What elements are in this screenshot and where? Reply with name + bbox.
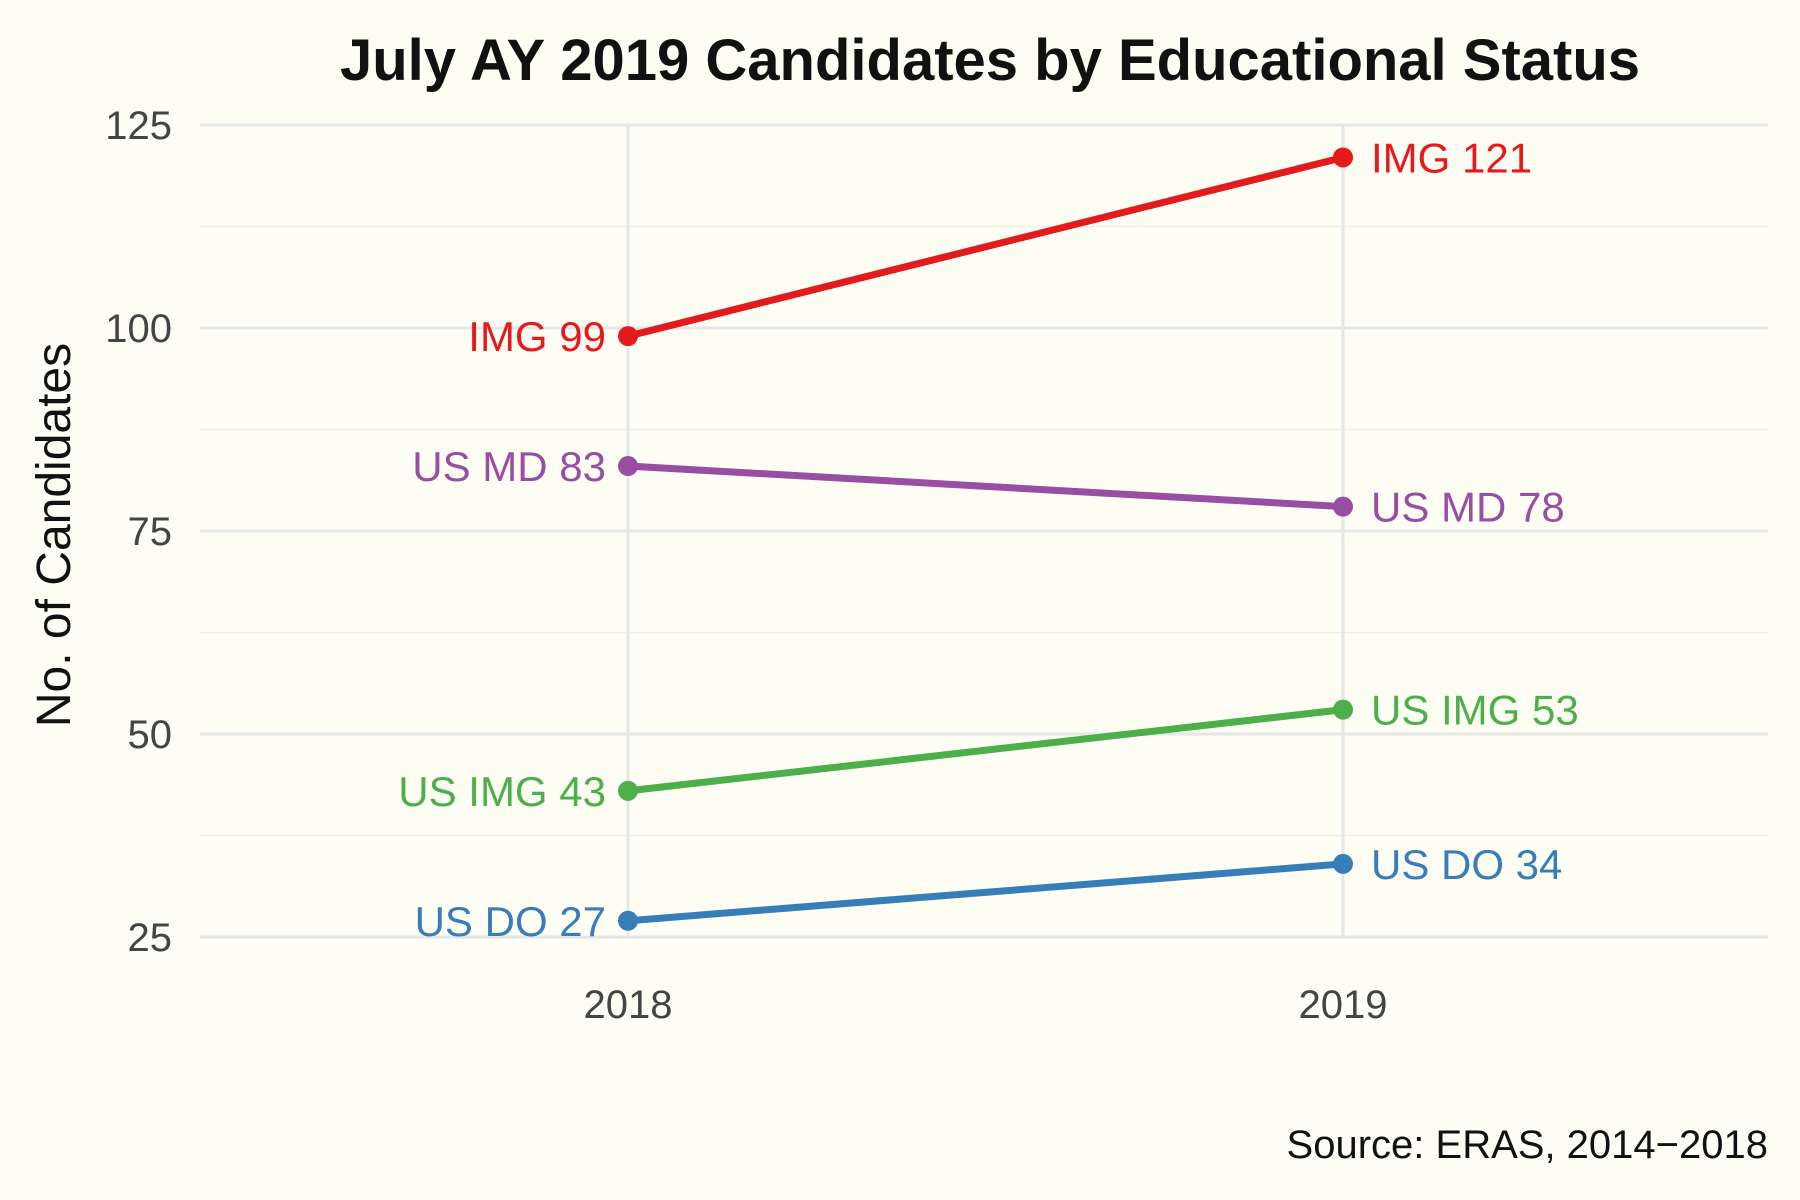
x-axis-ticks: 2018 2019 — [584, 983, 1388, 1027]
data-label: IMG 121 — [1371, 134, 1532, 181]
series-us-img: US IMG 43 US IMG 53 — [398, 687, 1578, 815]
y-axis-title: No. of Candidates — [28, 343, 81, 727]
x-tick-label: 2018 — [584, 983, 673, 1027]
data-point — [618, 910, 638, 931]
data-point — [1333, 147, 1353, 168]
data-point — [1333, 853, 1353, 874]
chart-title: July AY 2019 Candidates by Educational S… — [340, 28, 1640, 93]
data-label: US IMG 43 — [398, 768, 606, 815]
data-label: US IMG 53 — [1371, 687, 1579, 734]
chart-caption: Source: ERAS, 2014−2018 — [1287, 1123, 1768, 1167]
data-point — [1333, 496, 1353, 517]
data-label: IMG 99 — [468, 313, 606, 360]
data-label: US DO 27 — [415, 898, 606, 945]
data-label: US MD 83 — [412, 443, 606, 490]
y-tick-label: 100 — [105, 307, 172, 351]
series-us-do: US DO 27 US DO 34 — [415, 841, 1563, 945]
series-line — [624, 860, 1347, 925]
data-point — [618, 780, 638, 801]
data-point — [618, 456, 638, 477]
data-point — [618, 326, 638, 347]
series-line — [624, 153, 1347, 340]
y-tick-label: 125 — [105, 104, 172, 148]
y-tick-label: 25 — [128, 916, 173, 960]
y-tick-label: 75 — [128, 510, 173, 554]
data-label: US MD 78 — [1371, 484, 1565, 531]
y-tick-label: 50 — [128, 713, 173, 757]
series-line — [624, 706, 1347, 795]
series-img: IMG 99 IMG 121 — [468, 134, 1532, 360]
series-us-md: US MD 83 US MD 78 — [412, 443, 1564, 531]
grid — [200, 123, 1768, 939]
data-point — [1333, 699, 1353, 720]
series-line — [624, 462, 1347, 511]
x-tick-label: 2019 — [1299, 983, 1388, 1027]
data-label: US DO 34 — [1371, 841, 1562, 888]
y-axis-ticks: 25 50 75 100 125 — [105, 104, 172, 960]
